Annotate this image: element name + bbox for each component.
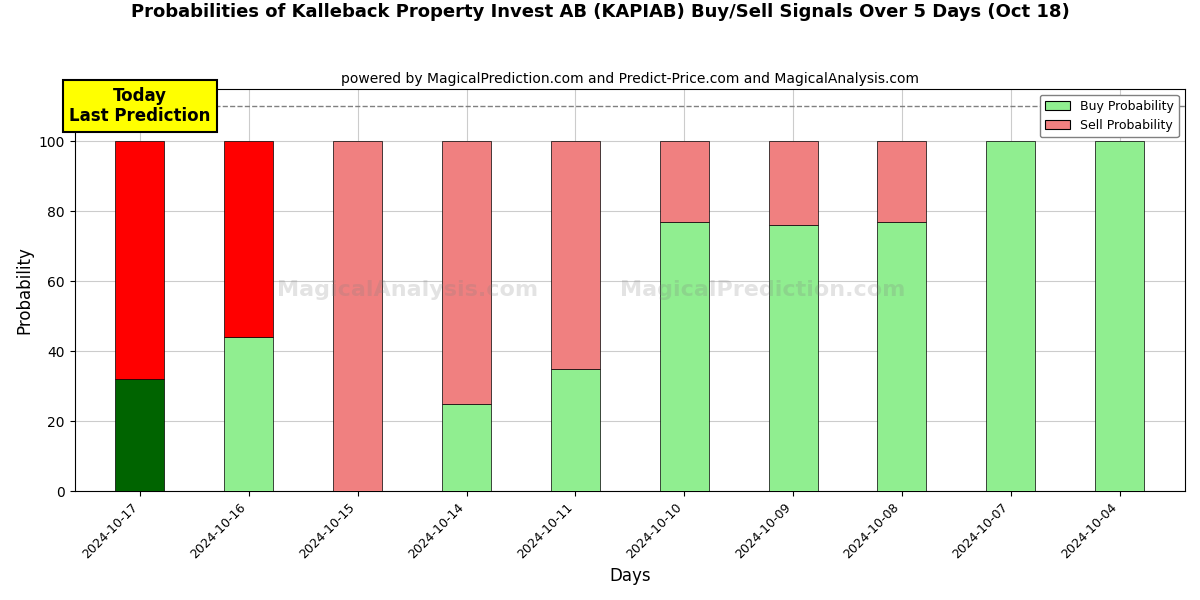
Bar	[224, 141, 274, 337]
Bar	[986, 141, 1036, 491]
Bar	[660, 141, 709, 221]
Bar	[769, 141, 817, 225]
Bar	[442, 141, 491, 404]
Bar	[224, 337, 274, 491]
Bar	[551, 369, 600, 491]
Bar	[115, 379, 164, 491]
Text: Today
Last Prediction: Today Last Prediction	[70, 86, 211, 125]
Bar	[1096, 141, 1144, 491]
X-axis label: Days: Days	[610, 567, 650, 585]
Bar	[442, 404, 491, 491]
Text: Probabilities of Kalleback Property Invest AB (KAPIAB) Buy/Sell Signals Over 5 D: Probabilities of Kalleback Property Inve…	[131, 3, 1069, 21]
Bar	[877, 221, 926, 491]
Bar	[115, 141, 164, 379]
Bar	[877, 141, 926, 221]
Y-axis label: Probability: Probability	[16, 246, 34, 334]
Legend: Buy Probability, Sell Probability: Buy Probability, Sell Probability	[1040, 95, 1178, 137]
Text: MagicalAnalysis.com: MagicalAnalysis.com	[277, 280, 539, 300]
Bar	[334, 141, 382, 491]
Bar	[769, 225, 817, 491]
Bar	[660, 221, 709, 491]
Title: powered by MagicalPrediction.com and Predict-Price.com and MagicalAnalysis.com: powered by MagicalPrediction.com and Pre…	[341, 72, 919, 86]
Bar	[551, 141, 600, 369]
Text: MagicalPrediction.com: MagicalPrediction.com	[620, 280, 906, 300]
